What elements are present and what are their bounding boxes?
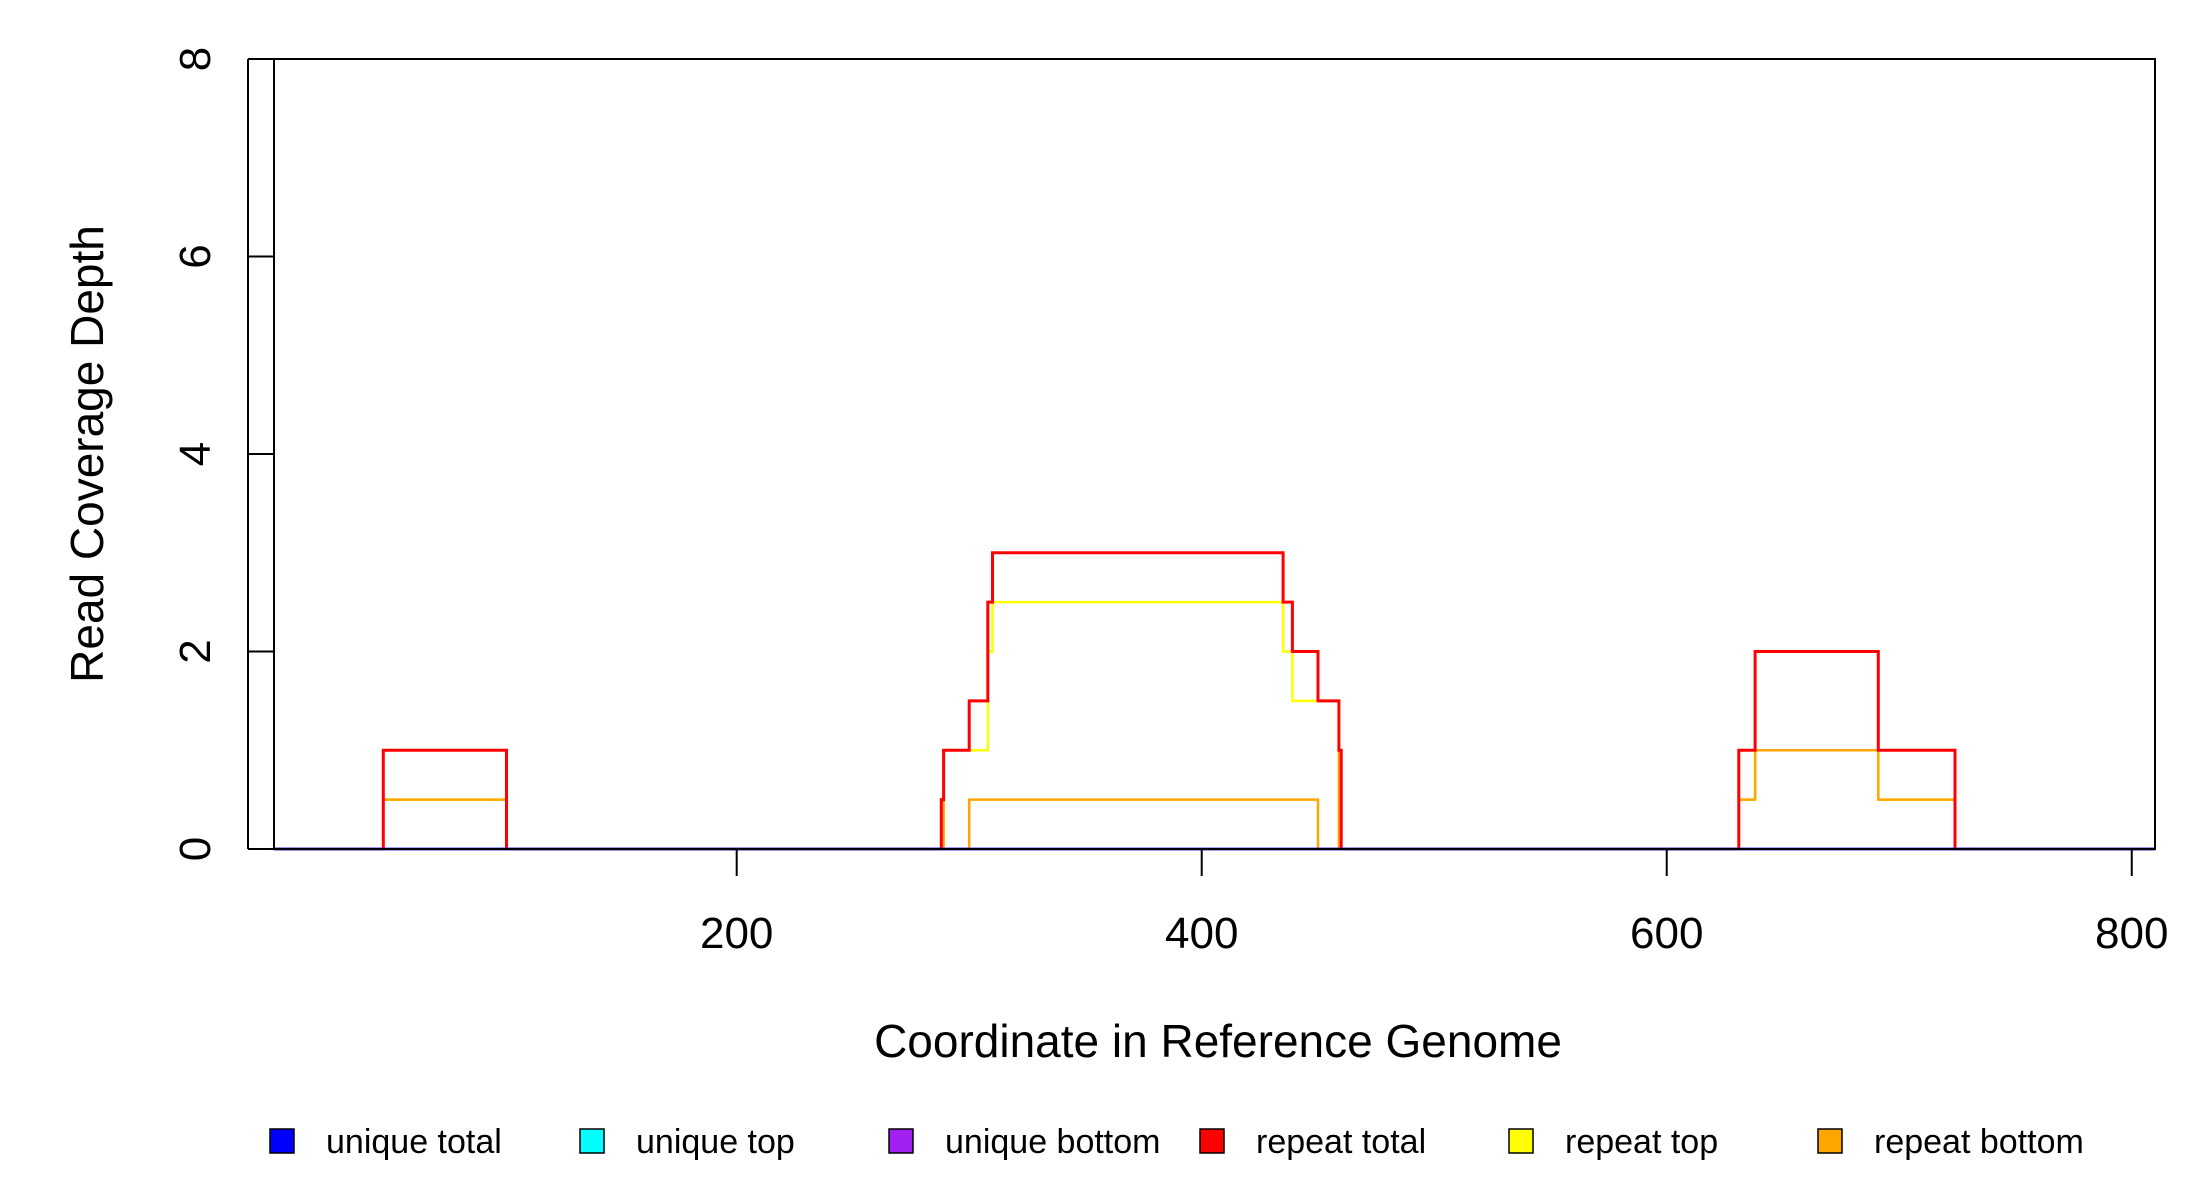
series-repeat-bottom	[274, 749, 2155, 851]
legend-swatch	[1508, 1128, 1534, 1154]
legend-label: repeat bottom	[1874, 1123, 2084, 1161]
legend-label: unique bottom	[945, 1123, 1161, 1161]
x-tick-label: 600	[1630, 909, 1703, 958]
x-tick-label: 400	[1165, 909, 1238, 958]
legend-swatch	[1199, 1128, 1225, 1154]
legend-swatch	[579, 1128, 605, 1154]
x-axis-title: Coordinate in Reference Genome	[874, 1015, 1562, 1067]
legend-swatch	[888, 1128, 914, 1154]
y-tick-label: 8	[171, 47, 220, 71]
legend-swatch	[1817, 1128, 1843, 1154]
y-tick-label: 0	[171, 837, 220, 861]
legend-item: repeat bottom	[1817, 1123, 2084, 1161]
series-repeat-top	[274, 600, 2155, 851]
y-tick-label: 6	[171, 244, 220, 268]
legend-item: repeat top	[1508, 1123, 1718, 1161]
legend-label: unique top	[636, 1123, 795, 1161]
series-layer	[274, 551, 2155, 851]
legend-label: unique total	[326, 1123, 502, 1161]
x-tick-label: 200	[700, 909, 773, 958]
legend-label: repeat total	[1256, 1123, 1426, 1161]
legend-swatch	[269, 1128, 295, 1154]
y-axis-title: Read Coverage Depth	[61, 225, 113, 683]
legend-item: repeat total	[1199, 1123, 1426, 1161]
y-tick-label: 4	[171, 442, 220, 466]
series-repeat-total	[274, 551, 2155, 851]
legend: unique total unique top unique bottom repea…	[269, 1123, 2084, 1161]
plot-area-border	[273, 58, 2156, 850]
x-axis: 200 400 600 800	[700, 848, 2168, 958]
legend-item: unique bottom	[888, 1123, 1161, 1161]
legend-label: repeat top	[1565, 1123, 1718, 1161]
y-axis: 0 2 4 6 8	[171, 47, 274, 861]
x-tick-label: 800	[2095, 909, 2168, 958]
y-tick-label: 2	[171, 639, 220, 663]
legend-item: unique top	[579, 1123, 795, 1161]
legend-item: unique total	[269, 1123, 502, 1161]
